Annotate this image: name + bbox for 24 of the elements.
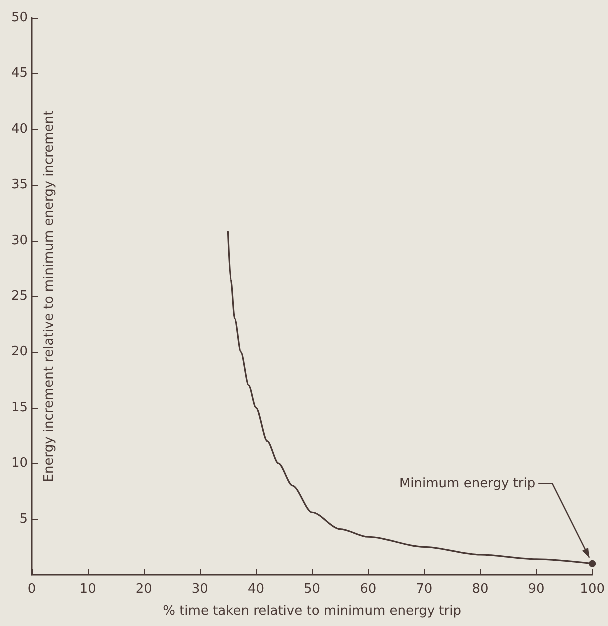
y-tick-label: 5 bbox=[20, 512, 28, 527]
x-axis-title: % time taken relative to minimum energy trip bbox=[163, 604, 462, 619]
x-tick-label: 60 bbox=[360, 582, 377, 597]
y-tick-label: 10 bbox=[11, 456, 28, 472]
x-tick-label: 80 bbox=[472, 582, 489, 597]
y-tick-label: 25 bbox=[11, 289, 28, 304]
x-tick-label: 50 bbox=[304, 582, 321, 597]
annotation: Minimum energy trip bbox=[399, 476, 536, 492]
y-tick-label: 35 bbox=[11, 178, 28, 193]
x-tick-label: 30 bbox=[192, 582, 208, 597]
y-tick-label: 50 bbox=[11, 10, 28, 26]
y-axis-title: Energy increment relative to minimum energy increment bbox=[42, 110, 57, 482]
x-tick-label: 40 bbox=[248, 582, 265, 597]
y-tick-label: 15 bbox=[11, 400, 28, 416]
x-tick-label: 20 bbox=[136, 582, 152, 597]
x-tick-label: 100 bbox=[580, 582, 606, 597]
x-tick-label: 70 bbox=[416, 582, 433, 597]
x-tick-label: 10 bbox=[80, 582, 96, 597]
y-tick-label: 30 bbox=[11, 233, 28, 248]
y-tick-label: 40 bbox=[11, 122, 28, 137]
x-tick-label: 90 bbox=[528, 582, 545, 597]
x-tick-label: 0 bbox=[28, 582, 36, 597]
y-tick-label: 45 bbox=[11, 66, 28, 82]
y-tick-label: 20 bbox=[11, 344, 28, 360]
